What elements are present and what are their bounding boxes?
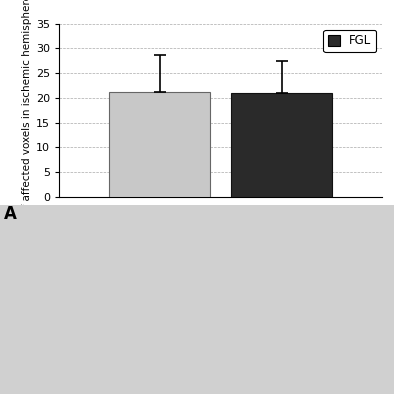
Bar — [110, 92, 210, 197]
Text: A: A — [4, 205, 17, 223]
Legend: FGL: FGL — [323, 30, 376, 52]
Bar — [231, 93, 332, 197]
Y-axis label: % of affected voxels in ischemic hemisphere: % of affected voxels in ischemic hemisph… — [22, 0, 32, 227]
